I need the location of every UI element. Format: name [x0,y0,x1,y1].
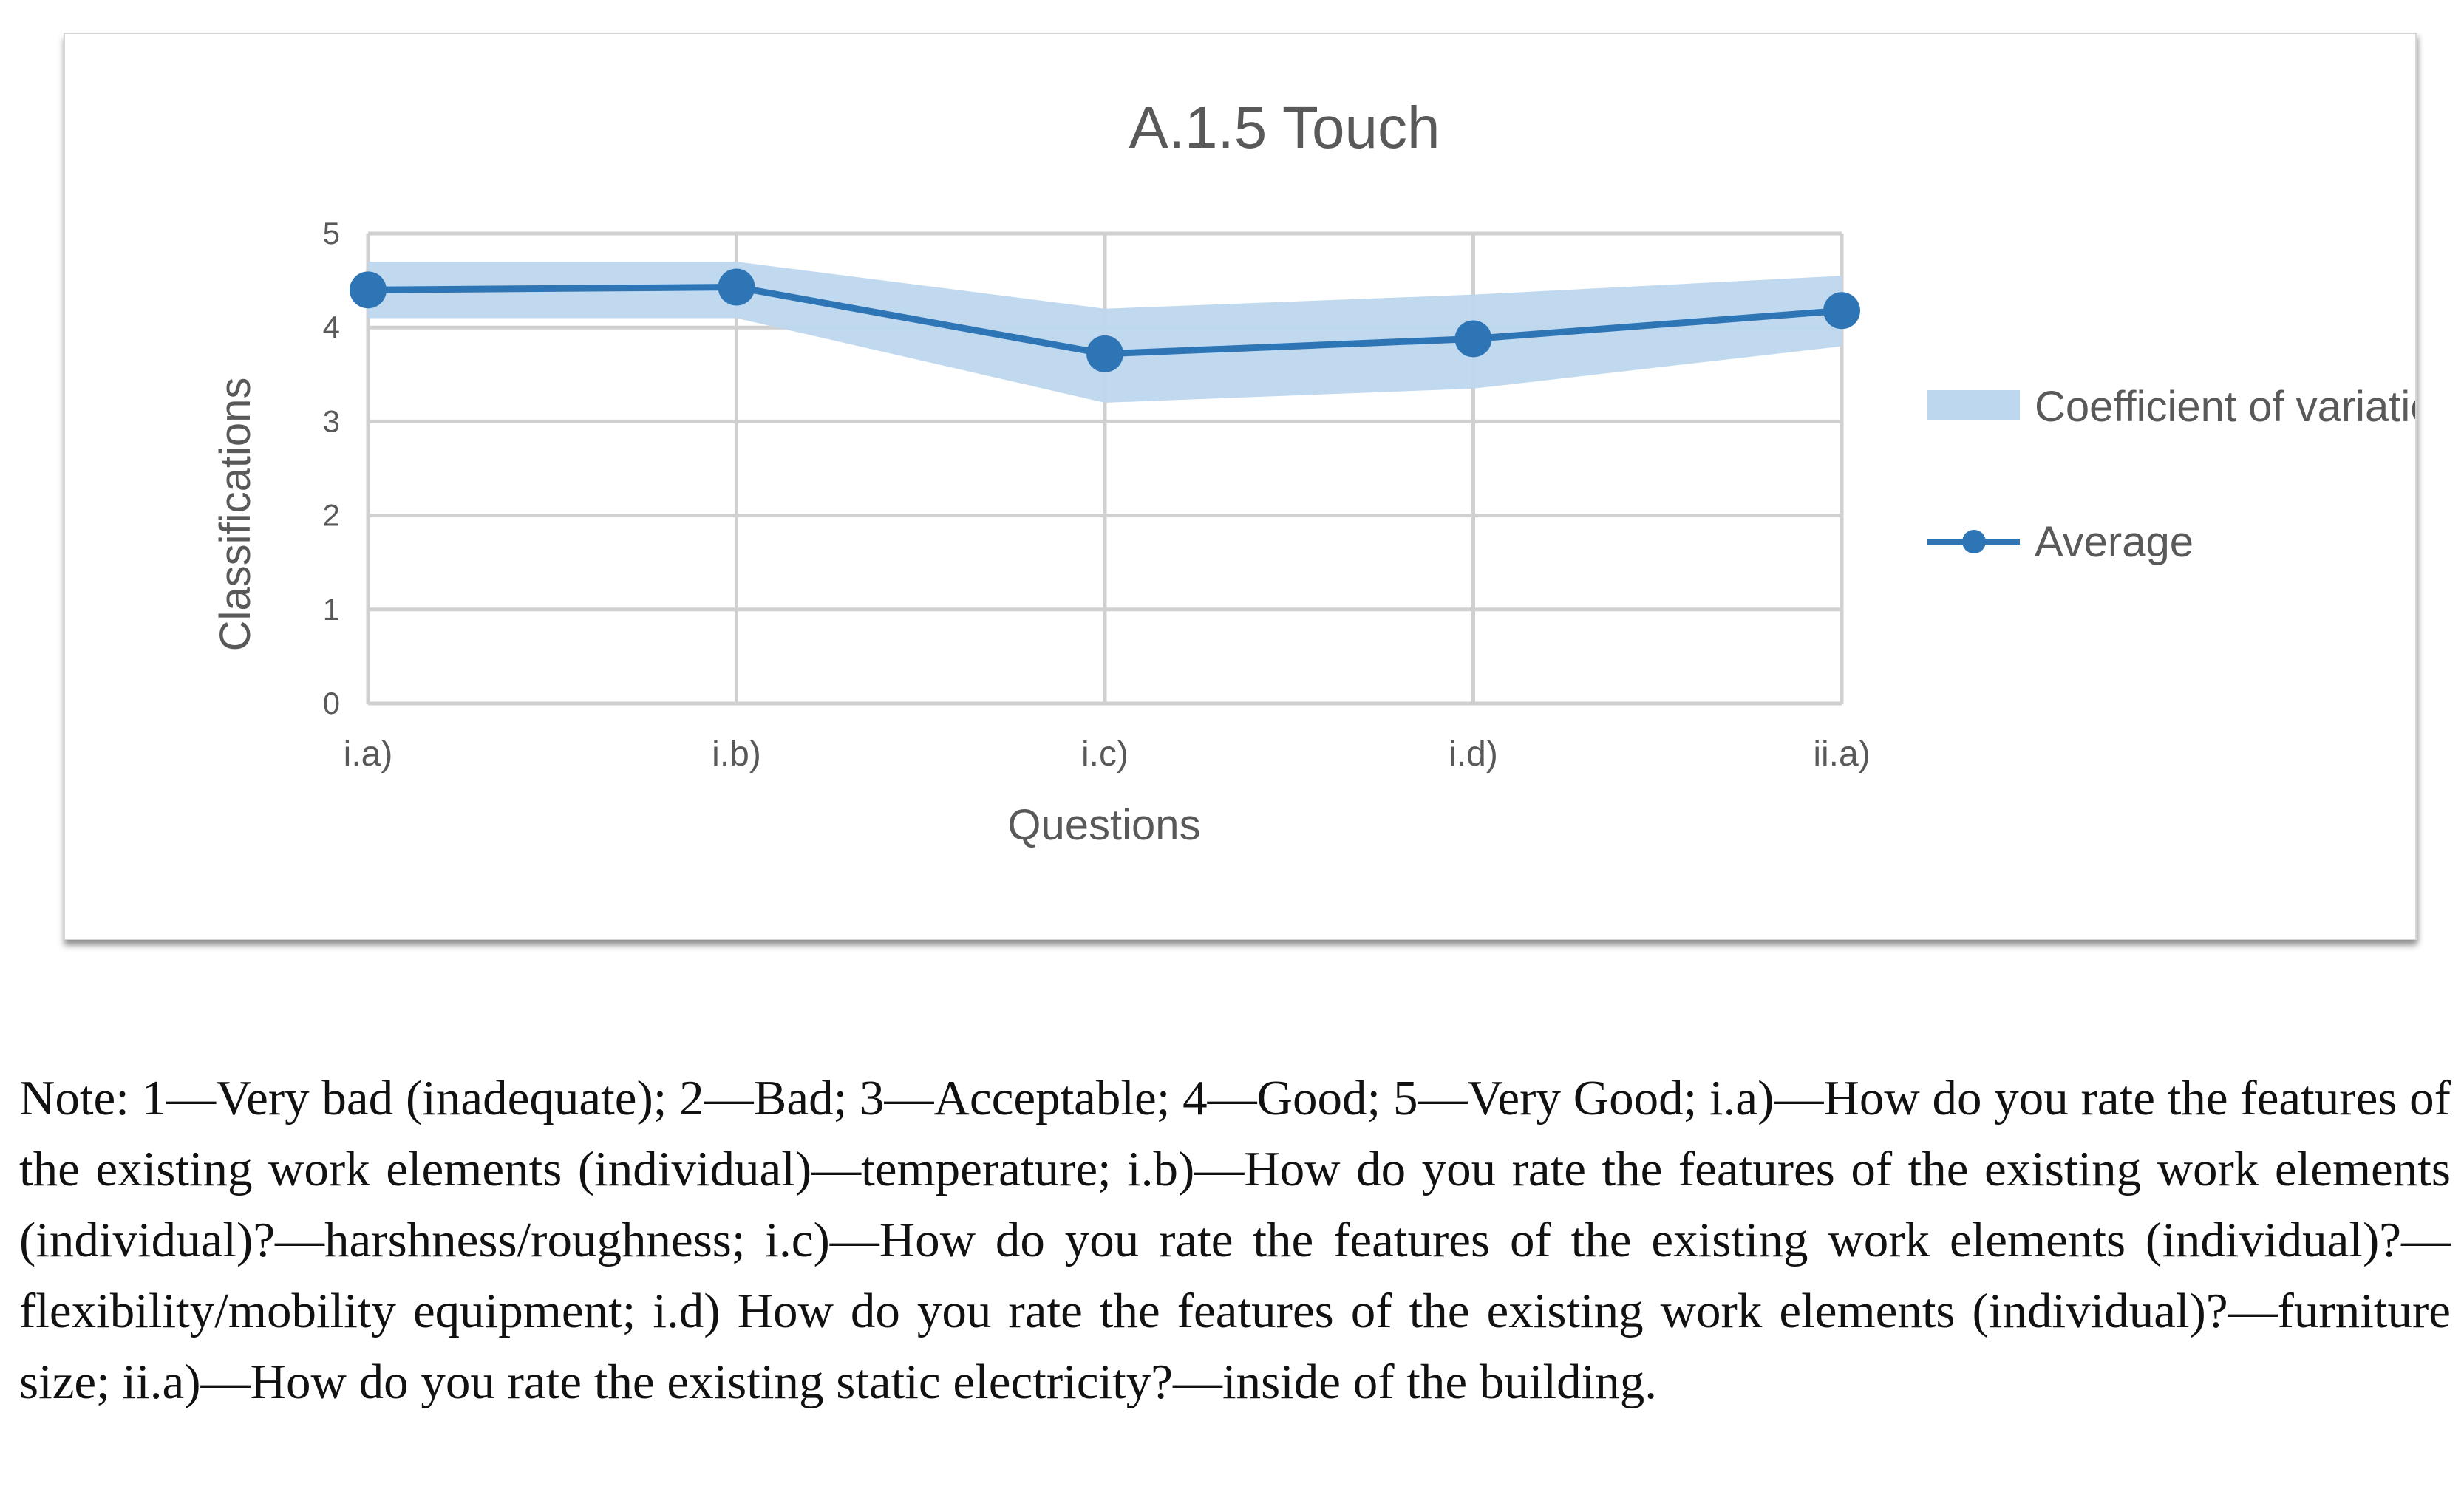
y-tick-label: 5 [323,216,340,251]
legend-band-label: Coefficient of variation [2035,383,2415,431]
chart-title: A.1.5 Touch [1129,95,1440,160]
x-tick-label: i.a) [344,735,393,774]
chart-frame: A.1.5 Touch 0 1 2 3 4 5 i.a) i.b) i.c) i.d) ii.a)… [64,33,2417,940]
y-tick-label: 1 [323,592,340,627]
average-point [350,271,387,309]
x-axis-label: Questions [1007,801,1200,849]
figure-note: Note: 1—Very bad (inadequate); 2—Bad; 3—… [19,1071,2451,1409]
x-tick-label: i.d) [1449,735,1498,774]
legend-band-swatch [1927,390,2020,420]
legend-line-marker [1962,530,1986,553]
average-point [718,268,755,306]
y-tick-label: 4 [323,310,340,344]
y-axis-ticks: 0 1 2 3 4 5 [323,216,340,721]
x-axis-ticks: i.a) i.b) i.c) i.d) ii.a) [344,735,1871,774]
line-chart: A.1.5 Touch 0 1 2 3 4 5 i.a) i.b) i.c) i.d) ii.a)… [211,95,2415,849]
x-tick-label: i.b) [712,735,761,774]
average-point [1086,335,1123,372]
legend-line-label: Average [2035,518,2194,566]
y-tick-label: 2 [323,498,340,533]
average-point [1823,292,1860,330]
average-line-layer [350,268,1860,372]
average-point [1454,320,1492,358]
x-tick-label: i.c) [1081,735,1129,774]
y-tick-label: 3 [323,403,340,438]
y-axis-label: Classifications [211,378,259,652]
legend: Coefficient of variation Average [1927,383,2415,566]
y-tick-label: 0 [323,686,340,721]
x-tick-label: ii.a) [1813,735,1870,774]
